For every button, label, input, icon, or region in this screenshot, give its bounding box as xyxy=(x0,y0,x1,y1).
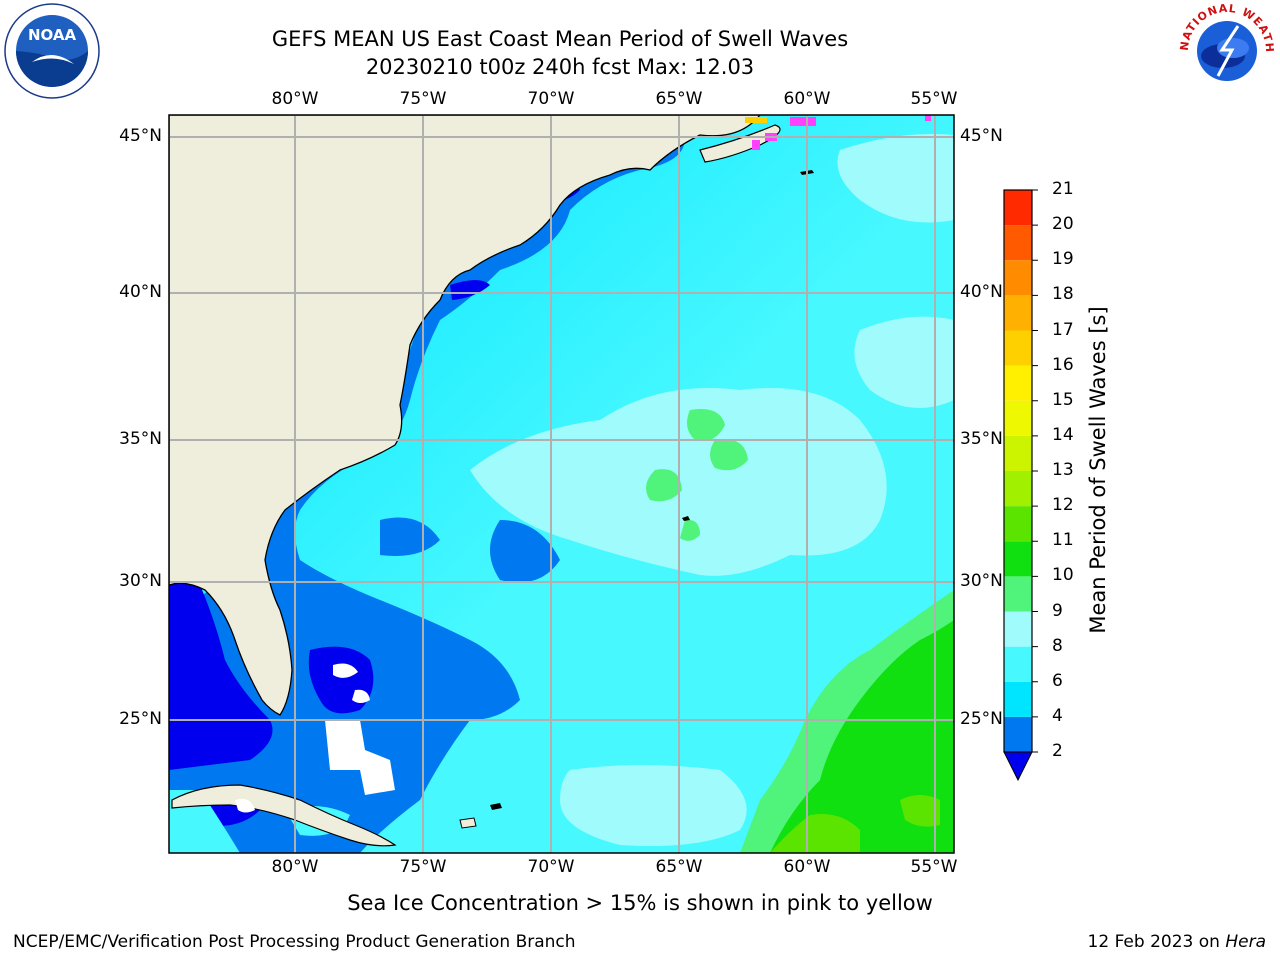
lon-label-top: 65°W xyxy=(655,89,703,109)
colorbar-band xyxy=(1004,225,1032,261)
colorbar-tick-label: 16 xyxy=(1052,354,1074,375)
colorbar-tick-label: 14 xyxy=(1052,424,1074,445)
lon-label-top: 80°W xyxy=(271,89,319,109)
lat-label-right: 35°N xyxy=(960,429,1003,449)
sea-ice-note: Sea Ice Concentration > 15% is shown in … xyxy=(347,891,933,915)
bahamas-shoals xyxy=(325,720,395,795)
colorbar-band xyxy=(1004,471,1032,507)
lat-label-left: 40°N xyxy=(119,282,162,302)
colorbar-band xyxy=(1004,365,1032,401)
lon-label-top: 55°W xyxy=(910,89,958,109)
map-subtitle: 20230210 t00z 240h fcst Max: 12.03 xyxy=(365,55,755,79)
lon-label-bottom: 65°W xyxy=(655,857,703,877)
lat-label-right: 30°N xyxy=(960,571,1003,591)
land-nova-scotia xyxy=(699,124,781,163)
nws-logo: NATIONAL WEATHER SERVICE xyxy=(1178,4,1275,96)
lon-label-bottom: 55°W xyxy=(910,857,958,877)
colorbar-band xyxy=(1004,295,1032,331)
colorbar-tick-label: 4 xyxy=(1052,705,1063,726)
lat-label-right: 25°N xyxy=(960,709,1003,729)
lon-label-top: 75°W xyxy=(399,89,447,109)
colorbar-tick-label: 19 xyxy=(1052,249,1074,270)
footer-machine: Hera xyxy=(1225,932,1266,952)
colorbar-band xyxy=(1004,611,1032,647)
colorbar-tick-label: 10 xyxy=(1052,565,1074,586)
lat-label-right: 40°N xyxy=(960,282,1003,302)
swell-zone-9-10 xyxy=(686,409,725,441)
colorbar-band xyxy=(1004,541,1032,577)
lat-label-left: 30°N xyxy=(119,571,162,591)
colorbar-tick-label: 13 xyxy=(1052,460,1074,480)
colorbar-tick-label: 21 xyxy=(1052,179,1074,199)
colorbar-label: Mean Period of Swell Waves [s] xyxy=(1086,306,1110,634)
footer-date-text: 12 Feb 2023 on xyxy=(1087,932,1226,952)
swell-zone-10-11 xyxy=(770,620,954,853)
land-north-america xyxy=(169,115,761,716)
colorbar-band xyxy=(1004,190,1032,226)
swell-zone-4-6 xyxy=(169,120,685,853)
colorbar-tick-label: 20 xyxy=(1052,214,1074,235)
lat-label-right: 45°N xyxy=(960,126,1003,146)
lon-label-top: 70°W xyxy=(527,89,575,109)
map-frame xyxy=(168,114,955,854)
footer-credit: NCEP/EMC/Verification Post Processing Pr… xyxy=(13,932,576,952)
noaa-logo: NOAA xyxy=(4,3,100,99)
colorbar-band xyxy=(1004,576,1032,612)
colorbar-band xyxy=(1004,330,1032,366)
lat-label-left: 35°N xyxy=(119,429,162,449)
colorbar-band xyxy=(1004,681,1032,717)
lat-label-left: 25°N xyxy=(119,709,162,729)
colorbar-band xyxy=(1004,435,1032,471)
colorbar-tick-label: 6 xyxy=(1052,670,1063,691)
lon-label-bottom: 60°W xyxy=(783,857,831,877)
footer-date: 12 Feb 2023 on Hera xyxy=(1088,932,1266,952)
colorbar-tick-label: 17 xyxy=(1052,319,1074,340)
colorbar-tick-label: 2 xyxy=(1052,741,1063,761)
colorbar-tick-label: 9 xyxy=(1052,600,1063,621)
sea-ice-patch xyxy=(790,117,816,126)
colorbar-tick-label: 15 xyxy=(1052,389,1074,410)
map-title: GEFS MEAN US East Coast Mean Period of S… xyxy=(271,27,849,51)
colorbar-tick-label: 8 xyxy=(1052,635,1063,656)
colorbar-band xyxy=(1004,400,1032,436)
svg-text:NOAA: NOAA xyxy=(28,26,77,44)
colorbar-tick-label: 12 xyxy=(1052,495,1074,516)
colorbar xyxy=(1003,189,1038,782)
lat-label-left: 45°N xyxy=(119,126,162,146)
colorbar-band xyxy=(1004,260,1032,296)
lon-label-top: 60°W xyxy=(783,89,831,109)
colorbar-band xyxy=(1004,716,1032,752)
swell-zone-2-4 xyxy=(169,580,273,770)
colorbar-tick-label: 11 xyxy=(1052,530,1074,551)
colorbar-band xyxy=(1004,646,1032,682)
lon-label-bottom: 80°W xyxy=(271,857,319,877)
colorbar-tick-label: 18 xyxy=(1052,284,1074,305)
colorbar-extend-triangle xyxy=(1003,751,1033,782)
colorbar-band xyxy=(1004,506,1032,542)
lon-label-bottom: 70°W xyxy=(527,857,575,877)
map-graticule xyxy=(169,115,954,853)
lon-label-bottom: 75°W xyxy=(399,857,447,877)
